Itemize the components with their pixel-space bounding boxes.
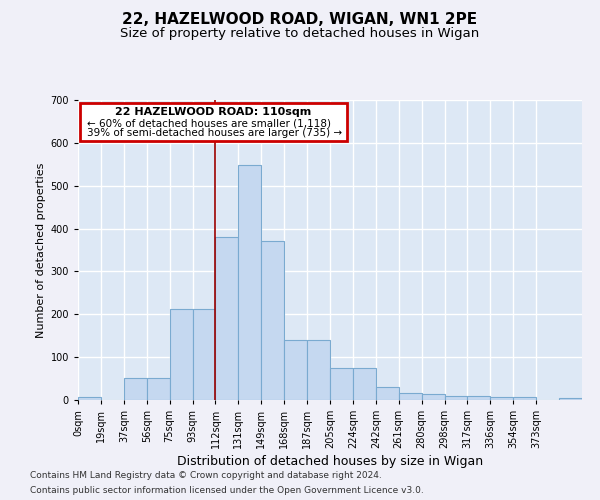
Bar	[284, 340, 307, 400]
Text: 22, HAZELWOOD ROAD, WIGAN, WN1 2PE: 22, HAZELWOOD ROAD, WIGAN, WN1 2PE	[122, 12, 478, 28]
Text: Size of property relative to detached houses in Wigan: Size of property relative to detached ho…	[121, 28, 479, 40]
Text: Contains public sector information licensed under the Open Government Licence v3: Contains public sector information licen…	[30, 486, 424, 495]
Bar	[170, 308, 193, 400]
Bar	[513, 397, 536, 400]
Bar	[376, 387, 399, 400]
Bar	[445, 396, 467, 400]
X-axis label: Distribution of detached houses by size in Wigan: Distribution of detached houses by size …	[177, 456, 483, 468]
Y-axis label: Number of detached properties: Number of detached properties	[37, 162, 46, 338]
Bar	[467, 396, 490, 400]
Text: 22 HAZELWOOD ROAD: 110sqm: 22 HAZELWOOD ROAD: 110sqm	[115, 107, 312, 117]
Bar	[124, 378, 147, 400]
Bar	[261, 242, 284, 400]
Bar	[490, 397, 513, 400]
Text: 39% of semi-detached houses are larger (735) →: 39% of semi-detached houses are larger (…	[86, 128, 342, 138]
Bar	[307, 340, 330, 400]
Text: ← 60% of detached houses are smaller (1,118): ← 60% of detached houses are smaller (1,…	[86, 118, 331, 128]
Bar	[422, 394, 445, 400]
Text: Contains HM Land Registry data © Crown copyright and database right 2024.: Contains HM Land Registry data © Crown c…	[30, 471, 382, 480]
Bar	[215, 237, 238, 400]
Bar	[147, 378, 170, 400]
Bar	[238, 165, 261, 400]
Bar	[399, 392, 422, 400]
Bar	[353, 368, 376, 400]
FancyBboxPatch shape	[80, 104, 347, 141]
Bar	[193, 308, 215, 400]
Bar	[78, 397, 101, 400]
Bar	[559, 398, 582, 400]
Bar	[330, 368, 353, 400]
